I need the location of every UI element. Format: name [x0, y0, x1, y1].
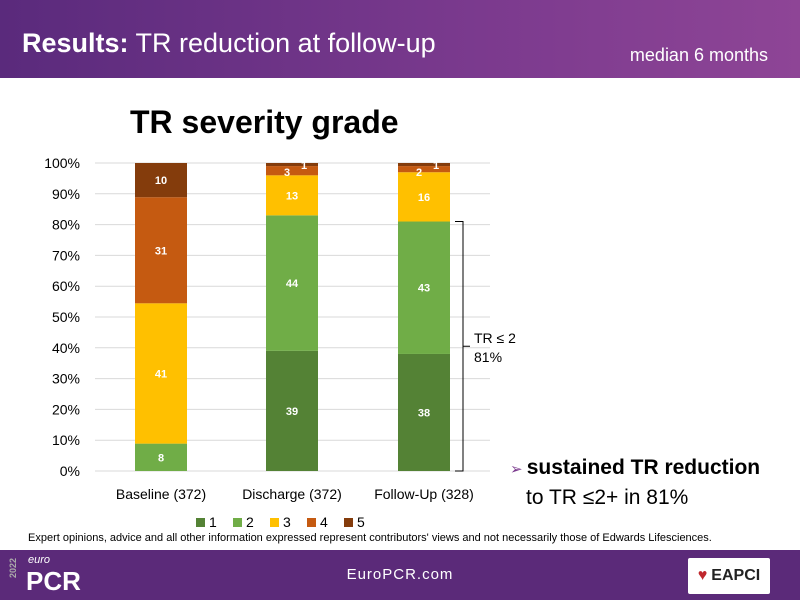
title-rest: TR reduction at follow-up	[128, 28, 436, 58]
data-label: 13	[286, 190, 298, 202]
legend-swatch-1	[196, 518, 205, 527]
legend-swatch-4	[307, 518, 316, 527]
x-tick-label: Discharge (372)	[242, 486, 342, 502]
data-label: 43	[418, 283, 430, 295]
data-label: 16	[418, 192, 430, 204]
logo-euro: euro	[28, 554, 51, 566]
data-label: 41	[155, 368, 167, 380]
title-bold: Results:	[22, 28, 129, 58]
legend-label: 4	[320, 514, 328, 530]
annotation-line2: 81%	[474, 349, 502, 365]
data-label: 2	[416, 167, 422, 179]
y-tick-label: 70%	[52, 247, 80, 263]
y-tick-label: 10%	[52, 432, 80, 448]
legend-swatch-5	[344, 518, 353, 527]
disclaimer: Expert opinions, advice and all other in…	[28, 532, 712, 544]
data-label: 38	[418, 407, 430, 419]
y-tick-label: 100%	[44, 155, 80, 171]
heart-icon: ♥	[697, 567, 708, 584]
bar-segment-grade-4	[398, 166, 450, 173]
eapci-logo: ♥ EAPCI	[688, 558, 770, 594]
x-tick-label: Baseline (372)	[116, 486, 206, 502]
bracket	[455, 221, 470, 472]
y-tick-label: 0%	[60, 463, 80, 479]
bullet-rest: to TR ≤2+ in 81%	[526, 486, 689, 509]
data-label: 31	[155, 245, 167, 257]
legend-swatch-2	[233, 518, 242, 527]
arrow-bullet-icon: ➢	[510, 461, 527, 478]
data-label: 8	[158, 452, 164, 464]
bar-segment-grade-4	[135, 197, 187, 304]
bar-segment-grade-2	[398, 221, 450, 354]
data-label: 39	[286, 406, 298, 418]
subtitle: median 6 months	[629, 45, 768, 65]
chart-title: TR severity grade	[130, 104, 399, 140]
legend-label: 3	[283, 514, 291, 530]
bar-segment-grade-2	[266, 215, 318, 351]
logo-pcr: PCR	[26, 566, 81, 596]
bar-segment-grade-2	[135, 443, 187, 471]
legend-label: 2	[246, 514, 254, 530]
bullet-point: ➢ sustained TR reduction	[510, 456, 760, 480]
legend-label: 1	[209, 514, 217, 530]
data-label: 3	[284, 167, 290, 179]
data-label: 44	[286, 278, 299, 290]
footer-bar: 2022 euro PCR EuroPCR.com ♥ EAPCI	[0, 550, 800, 600]
eapci-text: EAPCI	[711, 567, 761, 584]
y-tick-label: 30%	[52, 371, 80, 387]
bar-segment-grade-3	[398, 172, 450, 222]
footer-url[interactable]: EuroPCR.com	[346, 566, 454, 583]
slide-title: Results: TR reduction at follow-up	[22, 28, 436, 59]
x-tick-label: Follow-Up (328)	[374, 486, 474, 502]
bar-segment-grade-1	[266, 350, 318, 471]
data-label: 1	[433, 160, 439, 172]
y-tick-label: 80%	[52, 217, 80, 233]
y-tick-label: 20%	[52, 401, 80, 417]
bar-segment-grade-5	[398, 163, 450, 167]
y-tick-label: 60%	[52, 278, 80, 294]
legend-swatch-3	[270, 518, 279, 527]
bullet-bold: sustained TR reduction	[526, 456, 761, 479]
y-tick-label: 50%	[52, 309, 80, 325]
bar-segment-grade-3	[135, 303, 187, 444]
bar-segment-grade-4	[266, 166, 318, 176]
data-label: 1	[301, 160, 307, 172]
legend-label: 5	[357, 514, 365, 530]
bar-segment-grade-5	[266, 163, 318, 167]
bar-segment-grade-3	[266, 175, 318, 216]
bar-segment-grade-5	[135, 163, 187, 198]
y-tick-label: 40%	[52, 340, 80, 356]
y-tick-label: 90%	[52, 186, 80, 202]
annotation-line1: TR ≤ 2	[474, 330, 516, 346]
data-label: 10	[155, 175, 167, 187]
bar-segment-grade-1	[398, 353, 450, 471]
header-bar: Results: TR reduction at follow-up media…	[0, 0, 800, 78]
